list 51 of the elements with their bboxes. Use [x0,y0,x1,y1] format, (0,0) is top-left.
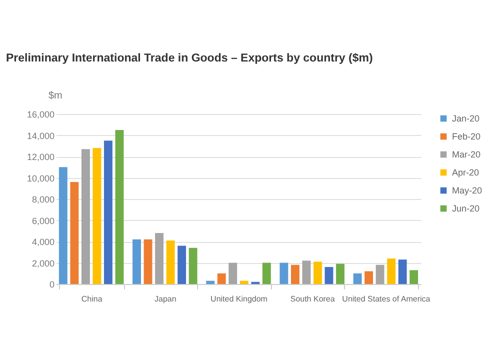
bar [70,182,79,284]
chart-title: Preliminary International Trade in Goods – Exports by country ($m) [6,52,373,64]
bar [353,273,362,284]
y-tick-label: 14,000 [26,130,54,141]
bar [336,264,344,284]
legend-label: May-20 [452,186,482,196]
bar [92,148,102,284]
bar [398,260,407,284]
bar [290,264,300,284]
y-tick-label: 4,000 [32,237,54,247]
legend-label: Jun-20 [452,204,480,214]
bar [324,267,334,284]
y-tick-label: 10,000 [26,173,54,184]
bar [313,262,322,284]
bar [58,167,68,284]
y-tick-label: 2,000 [32,258,54,268]
bar [262,262,271,284]
bar [376,264,384,284]
bar [81,149,90,284]
legend-label: Mar-20 [452,150,481,160]
bar [387,258,396,284]
legend-label: Feb-20 [452,132,481,142]
bar [228,262,238,284]
legend-label: Apr-20 [452,168,480,178]
y-tick-label: 8,000 [32,194,54,204]
y-tick-label: 12,000 [26,152,54,162]
bar [144,239,152,284]
x-tick-label: China [81,294,103,304]
y-tick-label: 0 [49,280,54,290]
x-tick-label: Japan [154,294,176,304]
y-tick-label: 16,000 [26,110,54,120]
bar [132,239,141,284]
bar [155,233,164,284]
x-tick-label: South Korea [290,294,336,304]
bar [188,248,198,284]
bar [217,273,226,284]
bar [178,246,186,284]
bar [115,130,124,284]
legend-label: Jan-20 [452,114,480,124]
bar [280,262,288,284]
bar [240,280,248,284]
bar [302,260,311,284]
y-tick-label: 6,000 [32,216,54,226]
bar [166,240,175,284]
x-tick-label: United States of America [342,294,431,304]
bar [104,140,112,284]
x-tick-label: United Kingdom [210,294,268,304]
bar [364,271,374,284]
bar [410,270,418,284]
bar [206,280,215,284]
y-axis-title: $m [48,90,62,102]
